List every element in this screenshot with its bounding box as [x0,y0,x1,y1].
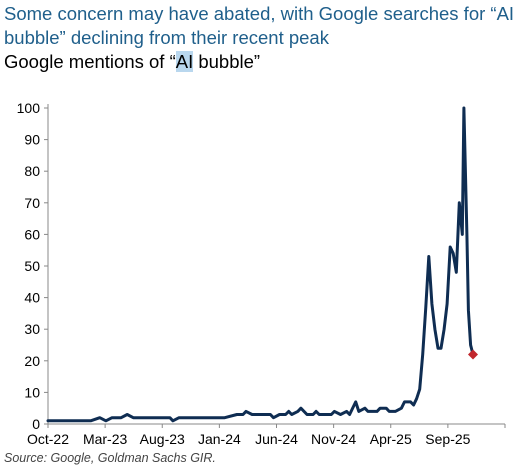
y-tick-label: 60 [24,226,40,242]
chart-title-suffix: bubble” [193,51,261,72]
y-tick-label: 20 [24,353,40,369]
y-tick-label: 0 [32,416,40,432]
chart-title-highlight: AI [175,51,194,72]
x-tick-label: Mar-23 [83,431,128,447]
x-tick-label: Oct-22 [27,431,69,447]
x-tick-label: Sep-25 [425,431,470,447]
y-tick-label: 100 [17,100,41,116]
x-tick-label: Aug-23 [140,431,185,447]
x-tick-label: Nov-24 [311,431,356,447]
y-tick-label: 30 [24,321,40,337]
series-line [46,106,475,423]
source-note: Source: Google, Goldman Sachs GIR. [4,451,216,465]
y-tick-label: 40 [24,290,40,306]
x-tick-label: Apr-25 [370,431,412,447]
chart-headline: Some concern may have abated, with Googl… [4,3,515,48]
y-tick-label: 70 [24,195,40,211]
last-point-marker [468,349,479,360]
chart-title: Google mentions of “AI bubble” [4,50,260,74]
x-tick-label: Jun-24 [255,431,298,447]
y-tick-label: 10 [24,384,40,400]
y-tick-label: 80 [24,163,40,179]
y-tick-label: 90 [24,132,40,148]
chart-title-prefix: Google mentions of “ [4,51,176,72]
y-tick-label: 50 [24,258,40,274]
x-tick-label: Jan-24 [198,431,241,447]
